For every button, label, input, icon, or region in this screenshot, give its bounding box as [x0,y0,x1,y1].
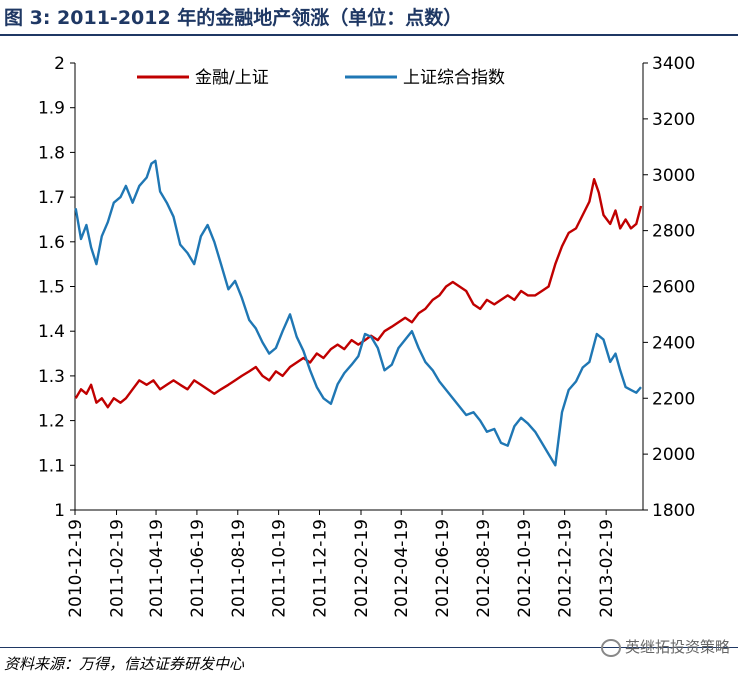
x-tick-label: 2011-04-19 [147,519,167,618]
x-tick-label: 2011-02-19 [108,519,128,618]
x-tick-label: 2011-06-19 [188,519,208,618]
x-tick-label: 2012-02-19 [352,519,372,618]
x-tick-label: 2012-06-19 [433,519,453,618]
legend-label: 上证综合指数 [403,68,505,88]
watermark: 英继拓投资策略 [600,636,730,657]
footer-divider [0,647,738,648]
left-tick-label: 1.7 [38,188,65,208]
left-tick-label: 1.2 [38,412,65,432]
watermark-text: 英继拓投资策略 [624,638,730,656]
left-tick-label: 1 [54,501,65,521]
chart-axes: 1 1.1 1.2 1.3 1.4 1.5 1.6 1.7 1.8 1.9 2 1800 2000 220… [38,54,695,618]
x-tick-label: 2011-08-19 [229,519,249,618]
right-tick-label: 3200 [652,110,695,130]
dual-axis-line-chart: 1 1.1 1.2 1.3 1.4 1.5 1.6 1.7 1.8 1.9 2 1800 2000 220… [38,54,695,618]
title-divider [0,34,738,36]
x-tick-label: 2010-12-19 [66,519,86,618]
left-tick-label: 1.6 [38,233,65,253]
left-tick-label: 1.4 [38,322,65,342]
x-tick-label: 2012-08-19 [474,519,494,618]
right-tick-label: 2800 [652,222,695,242]
figure-title: 图 3: 2011-2012 年的金融地产领涨（单位：点数） [4,7,463,29]
left-tick-label: 1.3 [38,367,65,387]
right-tick-label: 2400 [652,333,695,353]
wechat-icon [600,638,621,657]
right-tick-label: 2000 [652,445,695,465]
left-tick-label: 2 [54,54,65,74]
series-line-ratio [74,178,643,409]
left-tick-label: 1.1 [38,456,65,476]
left-tick-label: 1.9 [38,99,65,119]
right-tick-label: 1800 [652,501,695,521]
right-tick-label: 2600 [652,278,695,298]
legend-label: 金融/上证 [195,68,269,88]
x-tick-label: 2011-10-19 [270,519,290,618]
right-tick-label: 3400 [652,54,695,74]
right-tick-label: 2200 [652,389,695,409]
x-tick-label: 2011-12-19 [310,519,330,618]
chart-legend: 金融/上证 上证综合指数 [137,68,505,88]
left-tick-label: 1.5 [38,278,65,298]
x-tick-label: 2012-04-19 [392,519,412,618]
source-note: 资料来源：万得，信达证券研发中心 [4,655,245,673]
left-tick-label: 1.8 [38,143,65,163]
series-line-index [74,159,642,467]
x-tick-label: 2013-02-19 [597,519,617,618]
chart-series [74,159,643,467]
x-tick-label: 2012-10-19 [515,519,535,618]
x-tick-label: 2012-12-19 [556,519,576,618]
right-tick-label: 3000 [652,166,695,186]
